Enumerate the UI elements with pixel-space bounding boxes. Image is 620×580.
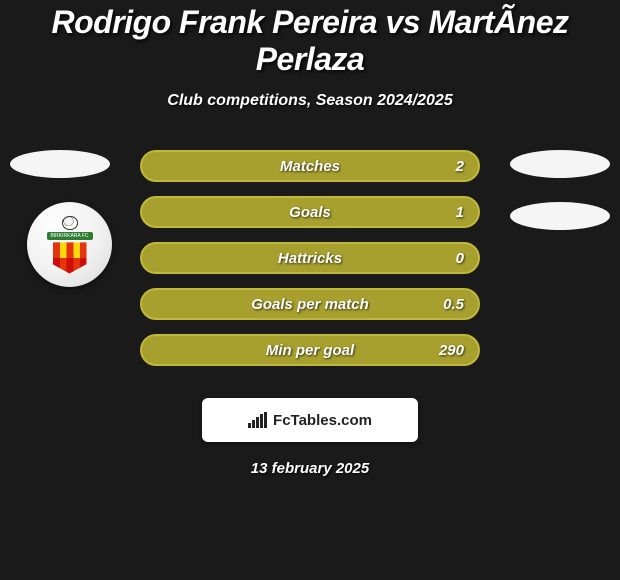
stat-value: 290 [439,342,464,359]
stat-value: 0.5 [443,296,464,313]
club-badge: BIRKIRKARA FC [27,202,112,287]
page-title: Rodrigo Frank Pereira vs MartÃ­nez Perla… [0,4,620,78]
badge-banner-text: BIRKIRKARA FC [47,232,93,240]
club-badge-inner: BIRKIRKARA FC [46,216,94,274]
stat-row: Goals per match 0.5 [140,288,480,320]
player-left-slot [10,150,110,178]
stat-row: Goals 1 [140,196,480,228]
stat-row: Matches 2 [140,150,480,182]
season-subtitle: Club competitions, Season 2024/2025 [0,92,620,110]
player-right-slot-1 [510,150,610,178]
comparison-card: Rodrigo Frank Pereira vs MartÃ­nez Perla… [0,0,620,477]
stat-row: Hattricks 0 [140,242,480,274]
stat-label: Matches [280,158,340,175]
brand-text: FcTables.com [273,412,372,429]
stat-value: 0 [456,250,464,267]
stat-row: Min per goal 290 [140,334,480,366]
badge-shield-icon [53,242,87,273]
badge-ball-icon [62,216,78,231]
stat-value: 1 [456,204,464,221]
footer-date: 13 february 2025 [0,460,620,477]
stat-label: Goals per match [251,296,369,313]
chart-icon [248,412,267,428]
main-area: BIRKIRKARA FC Matches 2 Goals 1 Hattricks 0 Go… [0,150,620,366]
stat-value: 2 [456,158,464,175]
player-right-slot-2 [510,202,610,230]
stat-label: Goals [289,204,331,221]
stat-label: Min per goal [266,342,354,359]
stat-label: Hattricks [278,250,342,267]
stats-list: Matches 2 Goals 1 Hattricks 0 Goals per match 0… [140,150,480,366]
brand-footer[interactable]: FcTables.com [202,398,418,442]
